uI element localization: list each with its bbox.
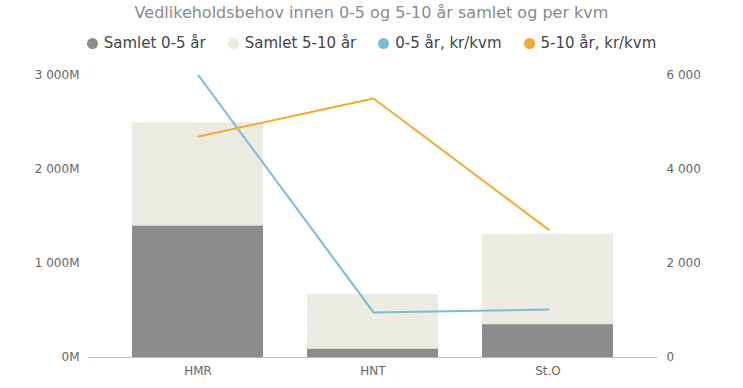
html-text:Samlet 0-5 år: Samlet 0-5 år: [103, 34, 206, 52]
html-text:Samlet 5-10 år: Samlet 5-10 år: [244, 34, 357, 52]
svg-text:HMR: HMR: [184, 364, 212, 378]
svg-text:0: 0: [667, 350, 675, 364]
html-text:0-5 år, kr/kvm: 0-5 år, kr/kvm: [395, 34, 502, 52]
svg-text:4 000: 4 000: [667, 162, 701, 176]
svg-text:2 000: 2 000: [667, 256, 701, 270]
svg-text:2 000M: 2 000M: [35, 162, 80, 176]
svg-text:6 000: 6 000: [667, 68, 701, 82]
svg-text:1 000M: 1 000M: [35, 256, 80, 270]
svg-text:3 000M: 3 000M: [35, 68, 80, 82]
html-text:5-10 år, kr/kvm: 5-10 år, kr/kvm: [540, 34, 657, 52]
svg-text:0M: 0M: [62, 350, 80, 364]
svg-text:St.O: St.O: [535, 364, 561, 378]
html-text:Vedlikeholdsbehov innen 0-5 og: Vedlikeholdsbehov innen 0-5 og 5-10 år s…: [134, 3, 609, 22]
svg-text:HNT: HNT: [360, 364, 386, 378]
